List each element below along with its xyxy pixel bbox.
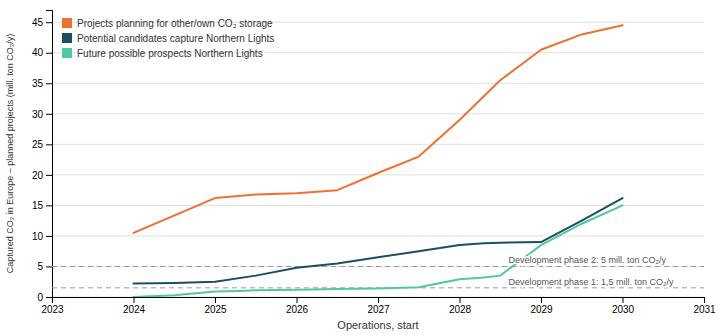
y-tick: 40 (32, 47, 52, 58)
x-tick: 2031 (693, 297, 716, 315)
y-tick-mark (46, 144, 52, 145)
x-tick-label: 2030 (612, 304, 635, 315)
x-axis-title: Operations, start (337, 319, 418, 331)
y-tick-label: 35 (32, 78, 44, 89)
y-tick-label: 5 (37, 261, 43, 272)
y-tick-mark (46, 236, 52, 237)
x-tick-mark (623, 297, 624, 303)
legend-item: Future possible prospects Northern Light… (62, 48, 263, 59)
y-axis: 0 5 10 15 20 25 30 35 40 45 (32, 11, 53, 303)
y-tick-label: 0 (37, 292, 43, 303)
x-axis: 2023 2024 2025 2026 2027 2028 2029 2030 2031 (41, 297, 716, 315)
reference-line (52, 266, 704, 267)
marks (52, 25, 704, 297)
annotations: Development phase 2: 5 mill. ton CO₂/y De… (508, 255, 674, 286)
chart: 2023202420252026202720282029203020310510… (0, 0, 719, 335)
x-tick: 2029 (530, 297, 553, 315)
x-tick-mark (378, 297, 379, 303)
y-tick: 30 (32, 109, 52, 120)
legend-label: Future possible prospects Northern Light… (77, 48, 263, 59)
grid-line (52, 144, 704, 145)
y-tick-label: 20 (32, 170, 44, 181)
x-tick-label: 2031 (693, 304, 716, 315)
y-tick: 35 (32, 78, 52, 89)
y-tick-label: 25 (32, 139, 44, 150)
y-tick-mark (46, 205, 52, 206)
y-tick: 45 (32, 17, 52, 28)
y-tick-mark (46, 175, 52, 176)
x-tick: 2026 (286, 297, 309, 315)
x-tick-label: 2023 (41, 304, 64, 315)
legend: Projects planning for other/own CO₂ stor… (62, 18, 274, 59)
annotation: Development phase 2: 5 mill. ton CO₂/y (508, 255, 666, 265)
y-tick-label: 10 (32, 231, 44, 242)
x-tick: 2025 (204, 297, 227, 315)
y-tick: 5 (37, 261, 52, 272)
x-tick: 2023 (41, 297, 64, 315)
legend-swatch (62, 33, 72, 43)
y-tick-mark (46, 83, 52, 84)
grid (52, 22, 704, 297)
y-tick-mark (46, 114, 52, 115)
grid-line (52, 235, 704, 236)
y-tick-mark (46, 53, 52, 54)
y-tick-label: 45 (32, 17, 44, 28)
y-tick-label: 30 (32, 109, 44, 120)
x-tick-label: 2025 (204, 304, 227, 315)
x-tick-label: 2028 (449, 304, 472, 315)
y-tick: 0 (37, 292, 52, 303)
legend-label: Potential candidates capture Northern Li… (77, 33, 274, 44)
x-tick-label: 2029 (530, 304, 553, 315)
y-tick-label: 40 (32, 47, 44, 58)
y-tick: 25 (32, 139, 52, 150)
y-axis-line (46, 11, 53, 298)
legend-item: Projects planning for other/own CO₂ stor… (62, 18, 273, 29)
y-tick: 10 (32, 231, 52, 242)
x-axis-line (53, 298, 705, 304)
y-tick: 15 (32, 200, 52, 211)
x-tick-mark (541, 297, 542, 303)
grid-line (52, 266, 704, 267)
x-tick-mark (297, 297, 298, 303)
y-tick-label: 15 (32, 200, 44, 211)
x-tick-mark (215, 297, 216, 303)
x-tick-label: 2026 (286, 304, 309, 315)
y-tick: 20 (32, 170, 52, 181)
x-tick-label: 2027 (367, 304, 390, 315)
grid-line (52, 113, 704, 114)
legend-swatch (62, 48, 72, 58)
legend-label: Projects planning for other/own CO₂ stor… (77, 18, 273, 29)
x-tick: 2027 (367, 297, 390, 315)
grid-line (52, 83, 704, 84)
grid-line (52, 174, 704, 175)
x-tick-mark (704, 297, 705, 303)
plot-area: 2023202420252026202720282029203020310510… (32, 11, 716, 316)
x-tick: 2028 (449, 297, 472, 315)
x-tick-mark (460, 297, 461, 303)
y-tick-mark (46, 266, 52, 267)
x-tick-mark (134, 297, 135, 303)
x-tick: 2024 (123, 297, 146, 315)
y-tick-mark (46, 297, 52, 298)
annotation: Development phase 1: 1,5 mill. ton CO₂/y (508, 277, 674, 287)
legend-swatch (62, 18, 72, 28)
legend-item: Potential candidates capture Northern Li… (62, 33, 274, 44)
grid-line (52, 205, 704, 206)
x-tick-label: 2024 (123, 304, 146, 315)
x-tick: 2030 (612, 297, 635, 315)
y-tick-mark (46, 22, 52, 23)
y-axis-title: Captured CO₂ in Europe – planned project… (5, 34, 15, 274)
